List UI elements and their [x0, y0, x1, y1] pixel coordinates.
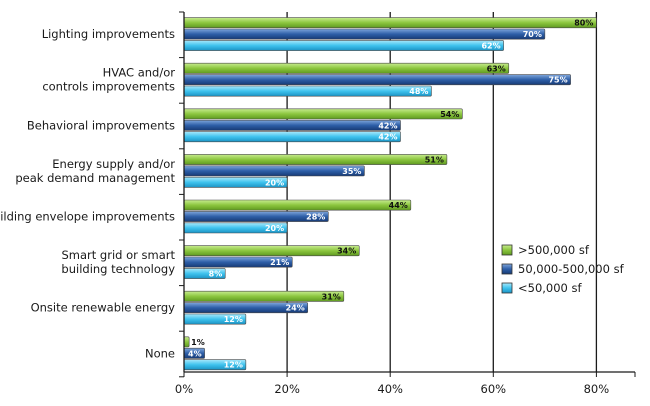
bar: [183, 154, 448, 165]
category-labels: Lighting improvements HVAC and/or controls…: [0, 27, 175, 360]
x-tick-labels: 0% 20% 40% 60% 80%: [175, 382, 609, 396]
bar: [183, 40, 504, 51]
legend-entry: 50,000-500,000 sf: [501, 262, 625, 276]
x-tick-label: 20%: [274, 382, 300, 396]
data-label: 8%: [209, 270, 223, 279]
bar: [183, 245, 360, 257]
category-label: Smart grid or smart building technology: [61, 248, 175, 276]
data-label: 48%: [409, 87, 428, 96]
data-label: 12%: [224, 315, 243, 324]
data-label: 21%: [270, 258, 289, 267]
data-label: 24%: [286, 304, 305, 313]
data-label: 42%: [378, 133, 397, 142]
data-label: 70%: [523, 30, 542, 39]
category-label: Onsite renewable energy: [31, 301, 176, 315]
bar: [183, 131, 401, 143]
data-label: 12%: [224, 361, 243, 370]
bar: [183, 199, 412, 211]
x-tick-label: 60%: [481, 382, 507, 396]
data-label: 34%: [337, 247, 356, 256]
legend-label: <50,000 sf: [518, 281, 583, 295]
data-label: 51%: [425, 156, 444, 165]
bar: [183, 119, 401, 131]
x-tick-label: 0%: [175, 382, 193, 396]
legend-entry: >500,000 sf: [501, 243, 590, 257]
data-label: 42%: [378, 121, 397, 130]
data-label: 20%: [265, 178, 284, 187]
legend-swatch: [501, 244, 513, 256]
bar: [183, 290, 345, 302]
category-label: HVAC and/or controls improvements: [42, 66, 175, 94]
category-label: Energy supply and/or peak demand manageme…: [15, 157, 175, 185]
bar: [183, 62, 510, 74]
legend-entry: <50,000 sf: [501, 281, 583, 295]
data-label: 31%: [322, 292, 341, 301]
data-label: 20%: [265, 224, 284, 233]
data-label: 63%: [487, 64, 506, 73]
legend-swatch: [501, 263, 513, 275]
category-label: Behavioral improvements: [27, 118, 175, 132]
legend-swatch: [501, 282, 513, 294]
x-tick-label: 40%: [377, 382, 403, 396]
bar: [183, 165, 365, 177]
data-label: 44%: [389, 201, 408, 210]
bar: [183, 108, 463, 120]
category-label: None: [145, 346, 175, 360]
data-label: 75%: [548, 76, 567, 85]
category-label: Lighting improvements: [42, 27, 175, 41]
legend-label: 50,000-500,000 sf: [518, 262, 625, 276]
bar: [183, 28, 546, 40]
axes: [179, 11, 636, 378]
bar: [183, 74, 571, 86]
x-tick-label: 80%: [584, 382, 610, 396]
legend: >500,000 sf 50,000-500,000 sf <50,000 sf: [501, 243, 625, 295]
data-label: 4%: [188, 349, 202, 358]
data-label: 54%: [440, 110, 459, 119]
bar: [183, 17, 597, 29]
data-label: 1%: [191, 338, 205, 347]
data-label: 62%: [481, 42, 500, 51]
data-label: 28%: [306, 213, 325, 222]
bar: [183, 85, 432, 97]
category-label: Building envelope improvements: [0, 210, 175, 224]
data-label: 80%: [574, 19, 593, 28]
data-label: 35%: [342, 167, 361, 176]
bar: [183, 336, 190, 348]
legend-label: >500,000 sf: [518, 243, 590, 257]
